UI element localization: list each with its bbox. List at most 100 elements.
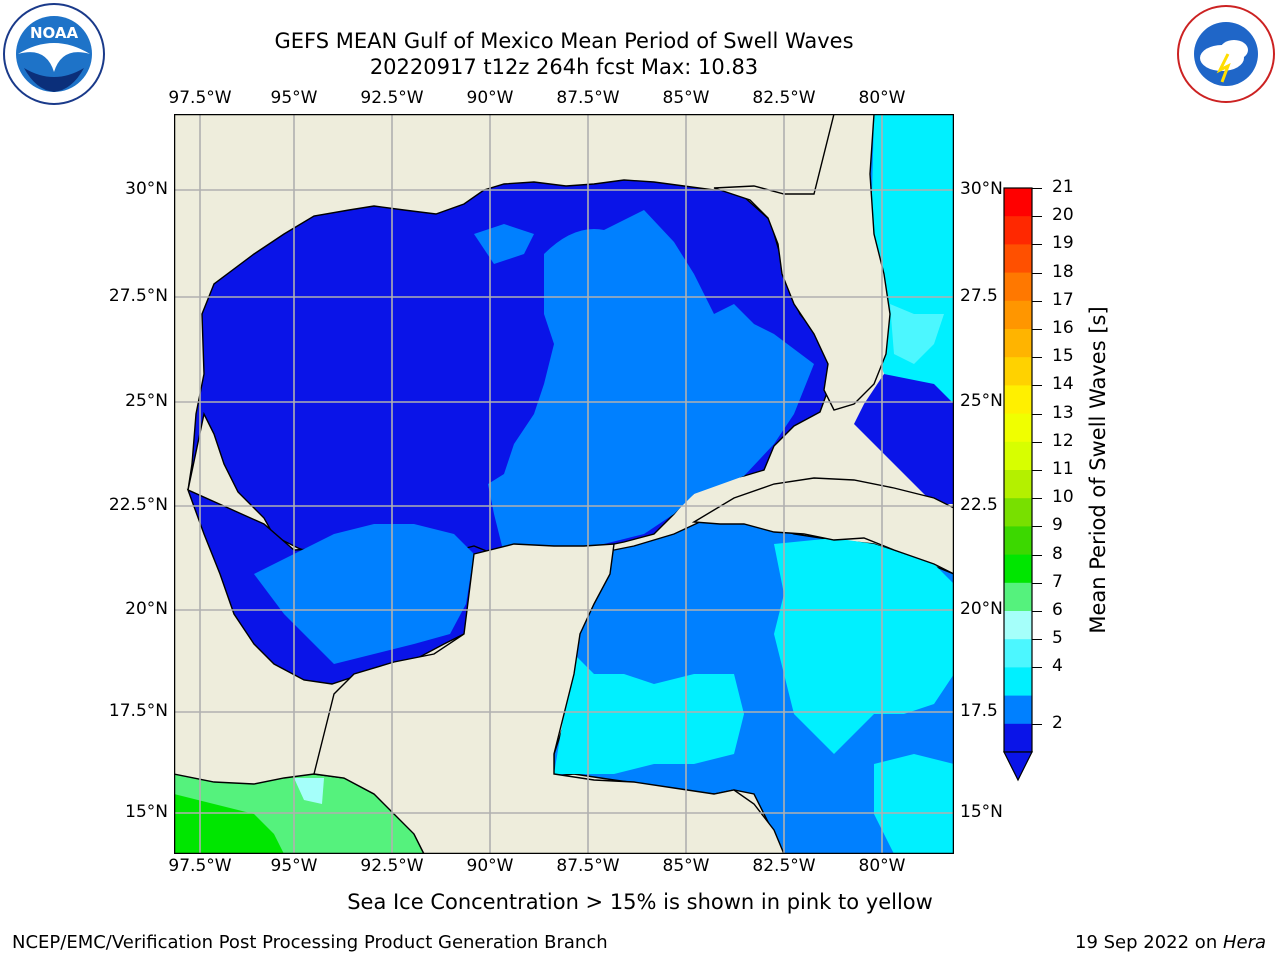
lon-label-top: 92.5°W [360,88,424,108]
lat-label-right: 20°N [960,599,1003,619]
map-panel [174,114,954,854]
colorbar-tick-mark [1032,611,1042,612]
lon-label-top: 82.5°W [752,88,816,108]
colorbar-segment [1004,723,1032,753]
noaa-logo-text: NOAA [30,24,79,42]
colorbar-tick-label: 5 [1052,628,1063,649]
colorbar-segment [1004,498,1032,527]
colorbar-segment [1004,244,1032,274]
lon-label-top: 80°W [858,88,906,108]
colorbar-tick-label: 8 [1052,543,1063,564]
lon-label-top: 87.5°W [556,88,620,108]
colorbar-tick-mark [1032,329,1042,330]
colorbar-tick-label: 15 [1052,346,1074,367]
colorbar-segment [1004,216,1032,245]
lat-label-right: 27.5 [960,286,998,306]
colorbar-segment [1004,385,1032,415]
colorbar-tick-mark [1032,639,1042,641]
lat-label-right: 25°N [960,391,1003,411]
colorbar-tick-mark [1032,272,1042,274]
colorbar-tick-mark [1032,357,1042,359]
colorbar-tick-mark [1032,554,1042,556]
colorbar-segment [1004,188,1032,217]
footer-machine: Hera [1222,932,1266,953]
lon-label-bottom: 95°W [270,856,318,876]
colorbar-tick-label: 4 [1052,656,1063,677]
colorbar-tick-label: 21 [1052,177,1074,197]
lat-label-left: 20°N [125,599,168,619]
colorbar-segment [1004,272,1032,302]
colorbar-tick-label: 19 [1052,233,1074,254]
colorbar-extend-arrow [1003,751,1033,782]
lon-label-bottom: 80°W [858,856,906,876]
colorbar-tick-label: 16 [1052,318,1074,338]
footer-date-text: 19 Sep 2022 on [1075,932,1223,953]
yucatan-landmass [313,543,785,854]
lon-label-top: 95°W [270,88,318,108]
map-subtitle: 20220917 t12z 264h fcst Max: 10.83 [369,55,759,79]
colorbar-tick-label: 11 [1052,459,1074,479]
colorbar [1003,187,1033,782]
colorbar-tick-mark [1032,300,1042,302]
colorbar-tick-mark [1032,723,1042,725]
colorbar-tick-label: 18 [1052,261,1074,282]
colorbar-tick-mark [1032,470,1042,471]
colorbar-tick-mark [1032,244,1042,246]
colorbar-segment [1004,554,1032,584]
colorbar-tick-mark [1032,526,1042,528]
colorbar-segment [1004,667,1032,697]
colorbar-tick-mark [1032,188,1042,189]
colorbar-tick-mark [1032,216,1042,218]
colorbar-segment [1004,413,1032,443]
lon-label-top: 85°W [662,88,710,108]
lat-label-right: 22.5 [960,495,998,515]
noaa-logo: NOAA [2,2,106,106]
nws-logo [1176,4,1276,104]
colorbar-segment [1004,582,1032,612]
colorbar-segment [1004,526,1032,556]
map-title: GEFS MEAN Gulf of Mexico Mean Period of … [274,29,854,53]
footer-branch: NCEP/EMC/Verification Post Processing Pr… [12,932,608,953]
lat-label-right: 30°N [960,179,1003,199]
colorbar-tick-label: 12 [1052,430,1074,451]
colorbar-tick-mark [1032,498,1042,500]
colorbar-label: Mean Period of Swell Waves [s] [1086,306,1110,634]
cuba-landmass [691,477,954,575]
lon-label-bottom: 92.5°W [360,856,424,876]
colorbar-tick-mark [1032,582,1042,584]
colorbar-segment [1004,329,1032,358]
colorbar-tick-label: 2 [1052,712,1063,733]
colorbar-segment [1004,611,1032,640]
colorbar-tick-label: 13 [1052,402,1074,423]
florida-landmass [713,114,891,411]
map-frame [174,114,954,854]
lat-label-right: 15°N [960,802,1003,822]
lon-label-bottom: 97.5°W [168,856,232,876]
colorbar-tick-label: 20 [1052,205,1074,226]
lon-label-bottom: 87.5°W [556,856,620,876]
lon-label-top: 90°W [466,88,514,108]
map-gridlines [174,114,954,854]
colorbar-segment [1004,639,1032,668]
colorbar-segment [1004,441,1032,471]
footer-date: 19 Sep 2022 on Hera [1075,932,1266,953]
lat-label-left: 27.5°N [108,286,168,306]
colorbar-tick-mark [1032,441,1042,443]
lat-label-left: 17.5°N [108,701,168,721]
colorbar-tick-label: 7 [1052,571,1063,592]
colorbar-tick-mark [1032,413,1042,415]
lat-label-left: 25°N [125,391,168,411]
colorbar-tick-mark [1032,385,1042,387]
colorbar-tick-label: 14 [1052,374,1074,395]
lon-label-top: 97.5°W [168,88,232,108]
lat-label-left: 30°N [125,179,168,199]
colorbar-tick-label: 9 [1052,515,1063,536]
lon-label-bottom: 90°W [466,856,514,876]
lon-label-bottom: 82.5°W [752,856,816,876]
colorbar-segment [1004,470,1032,499]
lat-label-left: 22.5°N [108,495,168,515]
colorbar-tick-label: 17 [1052,289,1074,310]
colorbar-segment [1004,695,1032,725]
colorbar-tick-mark [1032,667,1042,669]
sea-ice-note: Sea Ice Concentration > 15% is shown in … [347,890,933,914]
